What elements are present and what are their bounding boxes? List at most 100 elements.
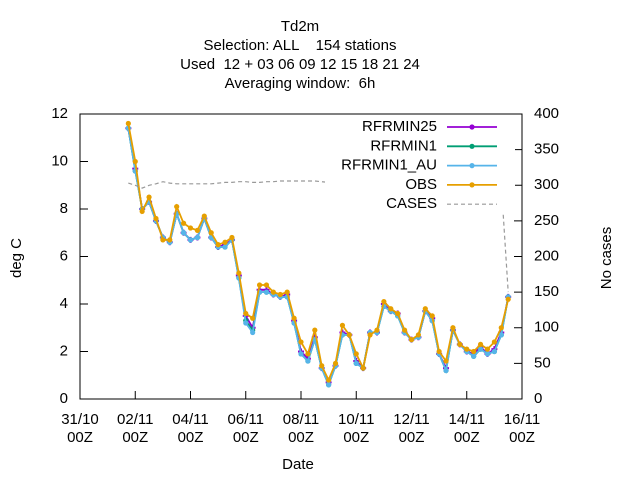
point — [395, 310, 401, 317]
point — [436, 348, 442, 355]
legend-marker — [469, 163, 475, 169]
legend-marker — [469, 143, 475, 149]
point — [146, 194, 152, 200]
legend-label: RFRMIN25 — [362, 118, 437, 135]
chart-title: Averaging window: 6h — [225, 75, 376, 92]
x-tick-label: 16/11 00Z — [504, 411, 540, 446]
y2-tick-label: 50 — [534, 354, 551, 371]
x-tick-label: 31/10 00Z — [61, 411, 99, 446]
point — [201, 213, 207, 219]
y-axis-label: deg C — [8, 238, 25, 278]
y-tick-label: 12 — [51, 105, 68, 122]
point — [125, 120, 131, 127]
point — [298, 339, 304, 345]
point — [505, 296, 511, 302]
point — [471, 353, 477, 359]
point — [491, 339, 497, 345]
legend-label: RFRMIN1_AU — [341, 157, 437, 174]
chart-title: Td2m — [281, 18, 319, 35]
point — [401, 327, 408, 333]
point — [484, 346, 491, 352]
y2-axis-label: No cases — [598, 227, 615, 290]
point — [415, 332, 422, 338]
point — [388, 306, 394, 312]
point — [498, 325, 504, 331]
legend-label: CASES — [386, 195, 437, 212]
point — [477, 346, 484, 352]
legend-marker — [469, 124, 475, 130]
point — [215, 242, 221, 248]
x-tick-label: 08/11 00Z — [283, 411, 319, 446]
x-axis-label: Date — [282, 456, 314, 473]
point — [256, 282, 263, 288]
point — [457, 341, 463, 347]
point — [367, 332, 373, 338]
point — [187, 225, 194, 231]
y-tick-label: 6 — [60, 247, 68, 264]
series-line — [128, 180, 509, 293]
point — [319, 363, 325, 369]
point — [443, 358, 449, 364]
point — [180, 230, 187, 236]
point — [236, 270, 242, 276]
y2-tick-label: 0 — [534, 390, 542, 407]
point — [353, 351, 359, 357]
point — [153, 215, 159, 222]
legend-label: RFRMIN1 — [370, 137, 437, 154]
point — [194, 234, 201, 241]
y2-tick-label: 250 — [534, 212, 559, 229]
point — [263, 282, 270, 288]
point — [429, 313, 435, 319]
point — [298, 351, 304, 357]
point — [498, 332, 504, 338]
y2-tick-label: 100 — [534, 319, 559, 336]
point — [180, 220, 187, 226]
point — [305, 358, 311, 364]
chart-title: Used 12 + 03 06 09 12 15 18 21 24 — [180, 56, 420, 73]
point — [464, 346, 470, 352]
point — [312, 327, 318, 333]
point — [484, 351, 491, 357]
point — [222, 244, 228, 250]
point — [374, 327, 380, 333]
point — [167, 237, 173, 243]
point — [132, 158, 138, 165]
point — [443, 367, 449, 374]
y-tick-label: 10 — [51, 152, 68, 169]
x-tick-label: 12/11 00Z — [393, 411, 429, 446]
y2-tick-label: 300 — [534, 176, 559, 193]
point — [270, 289, 276, 295]
point — [243, 320, 249, 326]
point — [139, 208, 145, 214]
point — [222, 239, 228, 245]
point — [326, 382, 332, 388]
x-tick-label: 06/11 00Z — [228, 411, 264, 446]
y-tick-label: 4 — [60, 295, 68, 312]
x-tick-label: 02/11 00Z — [117, 411, 153, 446]
point — [381, 299, 387, 305]
point — [477, 341, 484, 347]
point — [187, 237, 194, 243]
point — [326, 377, 332, 383]
point — [284, 289, 290, 295]
x-tick-label: 04/11 00Z — [172, 411, 208, 446]
x-tick-label: 14/11 00Z — [449, 411, 485, 446]
point — [339, 322, 346, 328]
y2-tick-label: 200 — [534, 247, 559, 264]
legend-label: OBS — [405, 176, 437, 193]
point — [263, 289, 270, 295]
point — [471, 348, 477, 355]
y-tick-label: 8 — [60, 200, 68, 217]
point — [408, 337, 415, 343]
point — [291, 315, 297, 321]
point — [250, 329, 256, 336]
point — [229, 234, 235, 241]
point — [194, 227, 201, 233]
point — [174, 204, 180, 210]
y-tick-label: 2 — [60, 342, 68, 359]
y2-tick-label: 400 — [534, 105, 559, 122]
y-tick-label: 0 — [60, 390, 68, 407]
point — [305, 351, 311, 357]
point — [332, 360, 339, 366]
point — [422, 306, 428, 312]
